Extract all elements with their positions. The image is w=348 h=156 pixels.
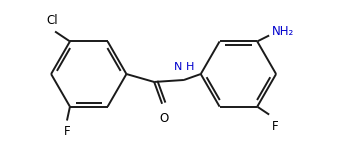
Text: Cl: Cl <box>46 14 58 27</box>
Text: NH₂: NH₂ <box>272 25 294 38</box>
Text: O: O <box>159 112 169 125</box>
Text: N: N <box>174 62 182 72</box>
Text: H: H <box>186 62 194 72</box>
Text: F: F <box>64 125 70 139</box>
Text: F: F <box>272 119 279 133</box>
